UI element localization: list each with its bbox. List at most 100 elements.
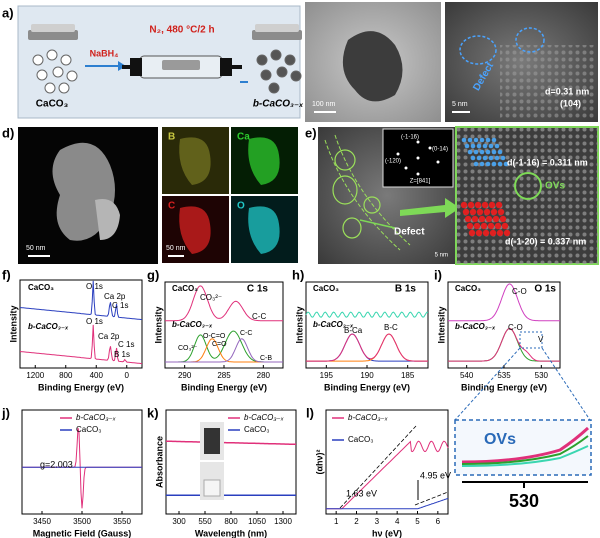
label: b-CaCO₃₋ₓ	[172, 320, 213, 329]
particle	[276, 66, 288, 78]
label: 5 nm	[435, 253, 448, 259]
ca-atom	[485, 137, 491, 143]
x-tick-label: 540	[460, 371, 474, 380]
y-axis-label: Absorbance	[154, 436, 164, 488]
map-signal	[179, 137, 211, 185]
x-tick-label: 300	[172, 517, 186, 526]
label: NaBH₄	[90, 48, 119, 58]
ca-atom	[497, 161, 503, 167]
label: C-O	[508, 323, 523, 332]
x-tick-label: 1050	[248, 517, 266, 526]
particle	[58, 82, 70, 94]
label: C-C	[252, 312, 266, 321]
o-atom	[481, 201, 489, 209]
particle	[32, 54, 44, 66]
label: OVs	[545, 181, 565, 192]
label: CaCO₃	[455, 284, 481, 293]
x-tick-label: 1200	[26, 371, 44, 380]
curve	[19, 324, 143, 365]
line	[414, 491, 449, 506]
crucible	[255, 24, 299, 32]
boat	[162, 60, 200, 70]
ca-atom	[470, 143, 476, 149]
y-axis-label: Intensity	[294, 306, 304, 343]
fft-spot	[416, 140, 420, 144]
ca-atom	[494, 155, 500, 161]
x-axis-label: Binding Energy (eV)	[38, 382, 124, 392]
ca-atom	[473, 161, 479, 167]
label: CaCO₃	[76, 425, 101, 434]
x-tick-label: 185	[401, 371, 415, 380]
particle	[270, 49, 282, 61]
o-atom	[492, 215, 500, 223]
fft-spot	[404, 166, 408, 170]
label: OVs	[484, 431, 516, 448]
label: C 1s	[118, 340, 134, 349]
label: b-CaCO₃₋ₓ	[348, 413, 388, 422]
x-tick-label: 1300	[274, 517, 292, 526]
panel-label: d)	[2, 125, 14, 140]
curve	[461, 426, 590, 464]
panel-label: h)	[292, 267, 304, 282]
label: (104)	[560, 98, 581, 108]
x-tick-label: 530	[535, 371, 549, 380]
o-atom	[473, 222, 481, 230]
ca-atom	[461, 137, 467, 143]
fft-inset	[382, 128, 454, 188]
x-tick-label: 800	[224, 517, 238, 526]
panel-label: i)	[434, 267, 442, 282]
label: 50 nm	[26, 245, 46, 252]
fft-spot	[416, 172, 420, 176]
map-label: C	[168, 201, 175, 212]
panel-label: a)	[2, 5, 14, 20]
ca-atom	[488, 155, 494, 161]
plot-area	[19, 279, 143, 369]
particle	[36, 69, 48, 81]
label: CaCO₃	[313, 284, 339, 293]
fft-spot	[416, 156, 420, 160]
ca-atom	[470, 155, 476, 161]
x-tick-label: 6	[436, 517, 441, 526]
x-tick-label: 1	[334, 517, 339, 526]
x-axis-label: Magnetic Field (Gauss)	[33, 528, 132, 538]
o-atom	[462, 208, 470, 216]
label: CaCO₃	[28, 283, 54, 292]
o-atom	[480, 222, 488, 230]
label: B-C	[384, 323, 398, 332]
defect-circle	[342, 217, 362, 239]
panel-label: l)	[306, 405, 314, 420]
o-atom	[468, 229, 476, 237]
particle	[46, 49, 58, 61]
label: d(-1-16) = 0.311 nm	[507, 157, 588, 167]
curve	[448, 283, 560, 322]
label: 1.63 eV	[346, 488, 377, 498]
x-tick-label: 0	[125, 371, 130, 380]
x-tick-label: 3550	[113, 517, 131, 526]
y-axis-label: Intensity	[436, 306, 446, 343]
crucible	[31, 24, 75, 32]
label: Ca 2p	[104, 292, 126, 301]
curve	[306, 333, 428, 362]
label: Defect	[394, 227, 425, 238]
photo	[204, 428, 220, 454]
x-tick-label: 3500	[73, 517, 91, 526]
y-axis-label: (αhν)²	[314, 449, 324, 474]
furnace	[220, 58, 232, 76]
label: g=2.003	[40, 459, 73, 469]
x-tick-label: 190	[360, 371, 374, 380]
ca-atom	[485, 161, 491, 167]
label: CO₃²⁻	[178, 345, 198, 352]
o-atom	[475, 229, 483, 237]
ca-atom	[503, 161, 509, 167]
x-tick-label: 3	[375, 517, 380, 526]
ca-atom	[476, 143, 482, 149]
o-atom	[499, 215, 507, 223]
x-tick-label: 2	[354, 517, 359, 526]
o-atom	[476, 208, 484, 216]
curve	[326, 440, 449, 510]
particle	[66, 70, 78, 82]
o-atom	[495, 201, 503, 209]
x-axis-label: Wavelength (nm)	[195, 528, 267, 538]
line	[359, 219, 396, 229]
